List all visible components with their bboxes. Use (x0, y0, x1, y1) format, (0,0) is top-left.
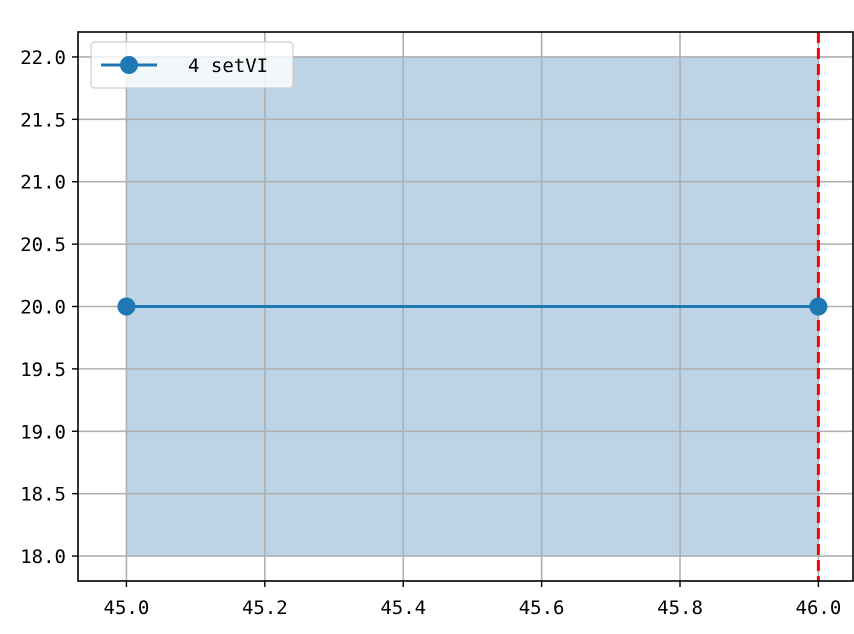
y-tick-label-5: 20.5 (20, 234, 66, 256)
x-tick-label-2: 45.4 (380, 597, 426, 619)
data-point-0-1 (809, 297, 828, 316)
y-tick-label-4: 20.0 (20, 297, 66, 319)
data-point-0-0 (117, 297, 136, 316)
y-tick-label-8: 22.0 (20, 47, 66, 69)
x-tick-label-3: 45.6 (519, 597, 565, 619)
legend: 4 setVI (90, 41, 294, 89)
y-tick-label-0: 18.0 (20, 546, 66, 568)
x-tick-label-0: 45.0 (104, 597, 150, 619)
y-tick-label-6: 21.0 (20, 172, 66, 194)
legend-label-0: 4 setVI (188, 55, 268, 77)
legend-box (90, 41, 294, 89)
x-tick-label-4: 45.8 (657, 597, 703, 619)
x-tick-label-1: 45.2 (242, 597, 288, 619)
y-tick-label-2: 19.0 (20, 421, 66, 443)
legend-marker-0 (120, 56, 138, 74)
y-tick-label-1: 18.5 (20, 484, 66, 506)
x-tick-label-5: 46.0 (796, 597, 842, 619)
y-tick-label-7: 21.5 (20, 109, 66, 131)
y-tick-label-3: 19.5 (20, 359, 66, 381)
